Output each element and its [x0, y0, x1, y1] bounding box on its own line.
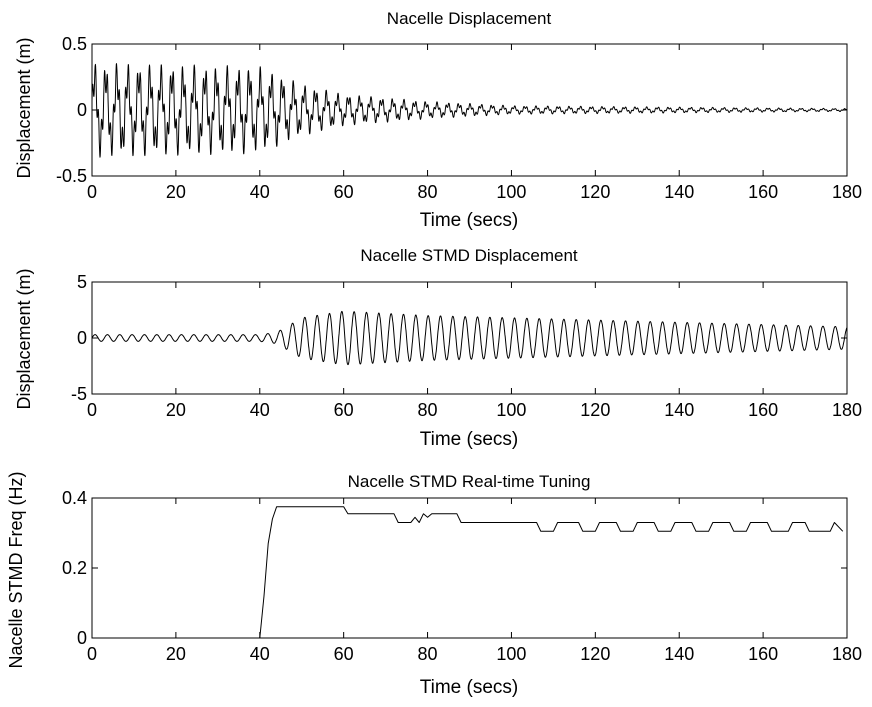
x-tick-label: 180: [832, 400, 862, 420]
chart-title: Nacelle STMD Real-time Tuning: [348, 472, 591, 491]
series-line: [91, 63, 848, 158]
y-axis-label: Displacement (m): [14, 37, 34, 178]
x-tick-label: 0: [87, 644, 97, 664]
x-tick-label: 100: [496, 182, 526, 202]
tick-group: 0 20 40 60 80 100 120 140 160 180 0 0.2 0.4: [62, 488, 862, 664]
x-tick-label: 120: [580, 644, 610, 664]
x-tick-label: 20: [166, 182, 186, 202]
tick-group: 0 20 40 60 80 100 120 140 160 180-505: [71, 272, 862, 420]
x-tick-label: 140: [664, 400, 694, 420]
x-tick-label: 80: [418, 182, 438, 202]
axes-frame: [91, 497, 848, 639]
x-tick-label: 180: [832, 182, 862, 202]
x-tick-label: 140: [664, 182, 694, 202]
x-tick-label: 160: [748, 644, 778, 664]
x-tick-label: 180: [832, 644, 862, 664]
x-axis-label: Time (secs): [420, 429, 519, 450]
panel-nacelle-displacement: Nacelle Displacement Time (secs) Displac…: [14, 9, 862, 231]
x-tick-label: 40: [250, 400, 270, 420]
x-tick-label: 60: [334, 644, 354, 664]
panel-stmd-tuning: Nacelle STMD Real-time Tuning Time (secs…: [6, 471, 862, 698]
chart-title: Nacelle STMD Displacement: [360, 246, 578, 265]
y-tick-label: -0.5: [56, 166, 87, 186]
x-tick-label: 160: [748, 182, 778, 202]
y-axis-label: Nacelle STMD Freq (Hz): [6, 471, 26, 668]
y-tick-label: 0: [77, 328, 87, 348]
x-tick-label: 20: [166, 644, 186, 664]
x-tick-label: 80: [418, 400, 438, 420]
chart-title: Nacelle Displacement: [387, 9, 552, 28]
x-tick-label: 0: [87, 182, 97, 202]
y-tick-label: 0.5: [62, 34, 87, 54]
y-tick-label: 0.4: [62, 488, 87, 508]
axes-frame: [91, 281, 848, 395]
x-axis-label: Time (secs): [420, 210, 519, 231]
series-line: [91, 310, 848, 366]
x-axis-label: Time (secs): [420, 677, 519, 698]
y-tick-label: 5: [77, 272, 87, 292]
x-tick-label: 120: [580, 400, 610, 420]
panel-stmd-displacement: Nacelle STMD Displacement Time (secs) Di…: [14, 246, 862, 450]
x-tick-label: 100: [496, 400, 526, 420]
y-tick-label: 0: [77, 100, 87, 120]
x-tick-label: 40: [250, 182, 270, 202]
x-tick-label: 140: [664, 644, 694, 664]
x-tick-label: 60: [334, 400, 354, 420]
x-tick-label: 120: [580, 182, 610, 202]
y-axis-label: Displacement (m): [14, 268, 34, 409]
x-tick-label: 160: [748, 400, 778, 420]
series-line: [259, 506, 844, 639]
x-tick-label: 100: [496, 644, 526, 664]
x-tick-label: 60: [334, 182, 354, 202]
axes-frame: [91, 43, 848, 177]
x-tick-label: 80: [418, 644, 438, 664]
y-tick-label: 0: [77, 628, 87, 648]
y-tick-label: 0.2: [62, 558, 87, 578]
x-tick-label: 40: [250, 644, 270, 664]
x-tick-label: 0: [87, 400, 97, 420]
y-tick-label: -5: [71, 384, 87, 404]
tick-group: 0 20 40 60 80 100 120 140 160 180-0.500.5: [56, 34, 862, 202]
x-tick-label: 20: [166, 400, 186, 420]
